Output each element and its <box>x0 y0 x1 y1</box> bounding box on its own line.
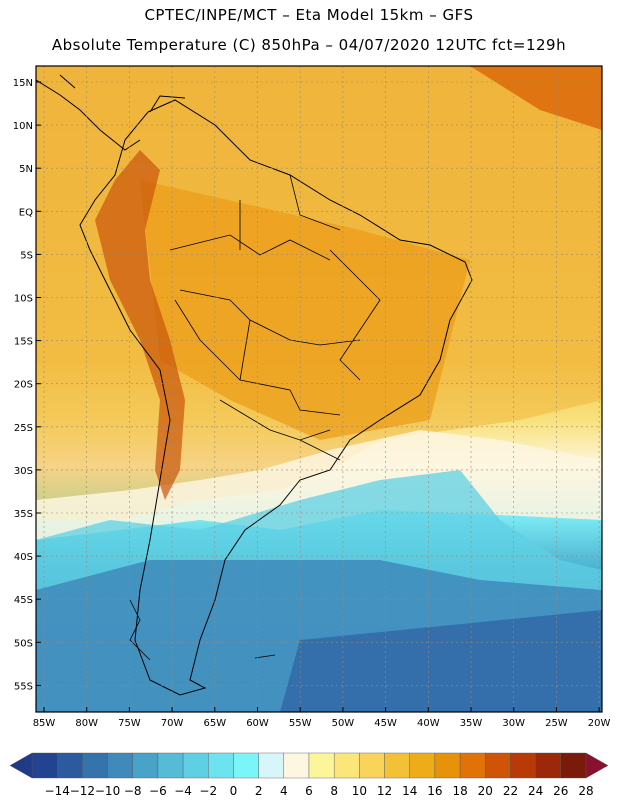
colorbar-label: 20 <box>478 784 493 798</box>
colorbar-label: −6 <box>149 784 167 798</box>
axis-ticks: 15N 10N 5N EQ 5S 10S 15S 20S 25S 30S 35S 40S 45S 50S 5… <box>13 78 611 729</box>
central-america-outline <box>36 74 186 151</box>
lat-label: 20S <box>14 380 33 391</box>
colorbar-swatch <box>485 752 511 779</box>
colorbar-label: −12 <box>70 784 95 798</box>
lat-label: 45S <box>14 595 33 606</box>
country-borders <box>169 174 381 461</box>
map-frame <box>35 65 603 713</box>
colorbar-swatch <box>560 752 587 779</box>
colorbar-label: 22 <box>503 784 518 798</box>
lat-label: 30S <box>14 466 33 477</box>
colorbar-label: −4 <box>174 784 192 798</box>
south-america-outline <box>79 99 473 696</box>
colorbar-label: 28 <box>578 784 593 798</box>
colorbar-min-arrow <box>9 752 33 779</box>
lat-label: 15N <box>13 78 33 89</box>
lat-label: 35S <box>14 509 33 520</box>
lon-label: 35W <box>460 718 483 729</box>
colorbar-swatch <box>208 752 234 779</box>
lon-label: 70W <box>161 718 184 729</box>
lon-label: 20W <box>588 718 611 729</box>
lon-label: 50W <box>332 718 355 729</box>
colorbar-swatch <box>31 752 58 779</box>
colorbar-label: −10 <box>95 784 120 798</box>
lat-label: 25S <box>14 423 33 434</box>
colorbar-swatch <box>157 752 184 779</box>
model-title: CPTEC/INPE/MCT – Eta Model 15km – GFS <box>144 6 474 24</box>
colorbar-swatch <box>233 752 259 779</box>
colorbar: −14 −12 −10 −8 −6 −4 −2 0 2 4 6 8 10 12 14 16 18 20 22 24 26… <box>9 752 609 798</box>
lat-label: 10N <box>13 121 33 132</box>
temperature-field <box>36 66 602 712</box>
lon-label: 80W <box>75 718 98 729</box>
lon-label: 75W <box>118 718 141 729</box>
lat-label: 50S <box>14 638 33 649</box>
colorbar-label: 14 <box>402 784 417 798</box>
colorbar-max-arrow <box>585 752 609 779</box>
colorbar-swatch <box>459 752 486 779</box>
lon-label: 85W <box>33 718 56 729</box>
lon-label: 30W <box>502 718 525 729</box>
colorbar-swatch <box>283 752 310 779</box>
lat-label: 55S <box>14 681 33 692</box>
colorbar-swatch <box>107 752 133 779</box>
colorbar-label: 16 <box>427 784 442 798</box>
colorbar-swatch <box>359 752 385 779</box>
colorbar-label: 4 <box>280 784 288 798</box>
colorbar-swatch <box>535 752 562 779</box>
colorbar-swatch <box>384 752 410 779</box>
colorbar-label: 0 <box>230 784 238 798</box>
colorbar-label: 2 <box>255 784 263 798</box>
grid-lines <box>36 66 602 712</box>
colorbar-label: 18 <box>452 784 467 798</box>
lat-label: 15S <box>14 337 33 348</box>
lon-label: 45W <box>374 718 397 729</box>
colorbar-label: −14 <box>45 784 70 798</box>
colorbar-label: 6 <box>305 784 313 798</box>
colorbar-swatch <box>182 752 209 779</box>
lat-label: 5N <box>19 164 33 175</box>
lat-label: EQ <box>19 207 33 218</box>
colorbar-label: 8 <box>330 784 338 798</box>
lat-label: 5S <box>20 250 33 261</box>
colorbar-swatch <box>434 752 461 779</box>
lon-label: 25W <box>545 718 568 729</box>
colorbar-swatch <box>333 752 360 779</box>
lat-label: 40S <box>14 552 33 563</box>
lon-label: 60W <box>246 718 269 729</box>
colorbar-swatch <box>308 752 335 779</box>
lat-label: 10S <box>14 294 33 305</box>
field-title: Absolute Temperature (C) 850hPa – 04/07/… <box>51 36 567 54</box>
lon-label: 55W <box>289 718 312 729</box>
colorbar-swatch <box>409 752 436 779</box>
colorbar-swatch <box>82 752 108 779</box>
colorbar-label: 12 <box>377 784 392 798</box>
colorbar-label: −2 <box>199 784 217 798</box>
colorbar-swatch <box>258 752 285 779</box>
lon-label: 65W <box>203 718 226 729</box>
colorbar-swatch <box>510 752 536 779</box>
colorbar-swatch <box>132 752 159 779</box>
colorbar-swatch <box>56 752 83 779</box>
colorbar-label: 26 <box>553 784 568 798</box>
colorbar-label: 24 <box>528 784 543 798</box>
lon-label: 40W <box>417 718 440 729</box>
colorbar-label: −8 <box>124 784 142 798</box>
colorbar-label: 10 <box>352 784 367 798</box>
